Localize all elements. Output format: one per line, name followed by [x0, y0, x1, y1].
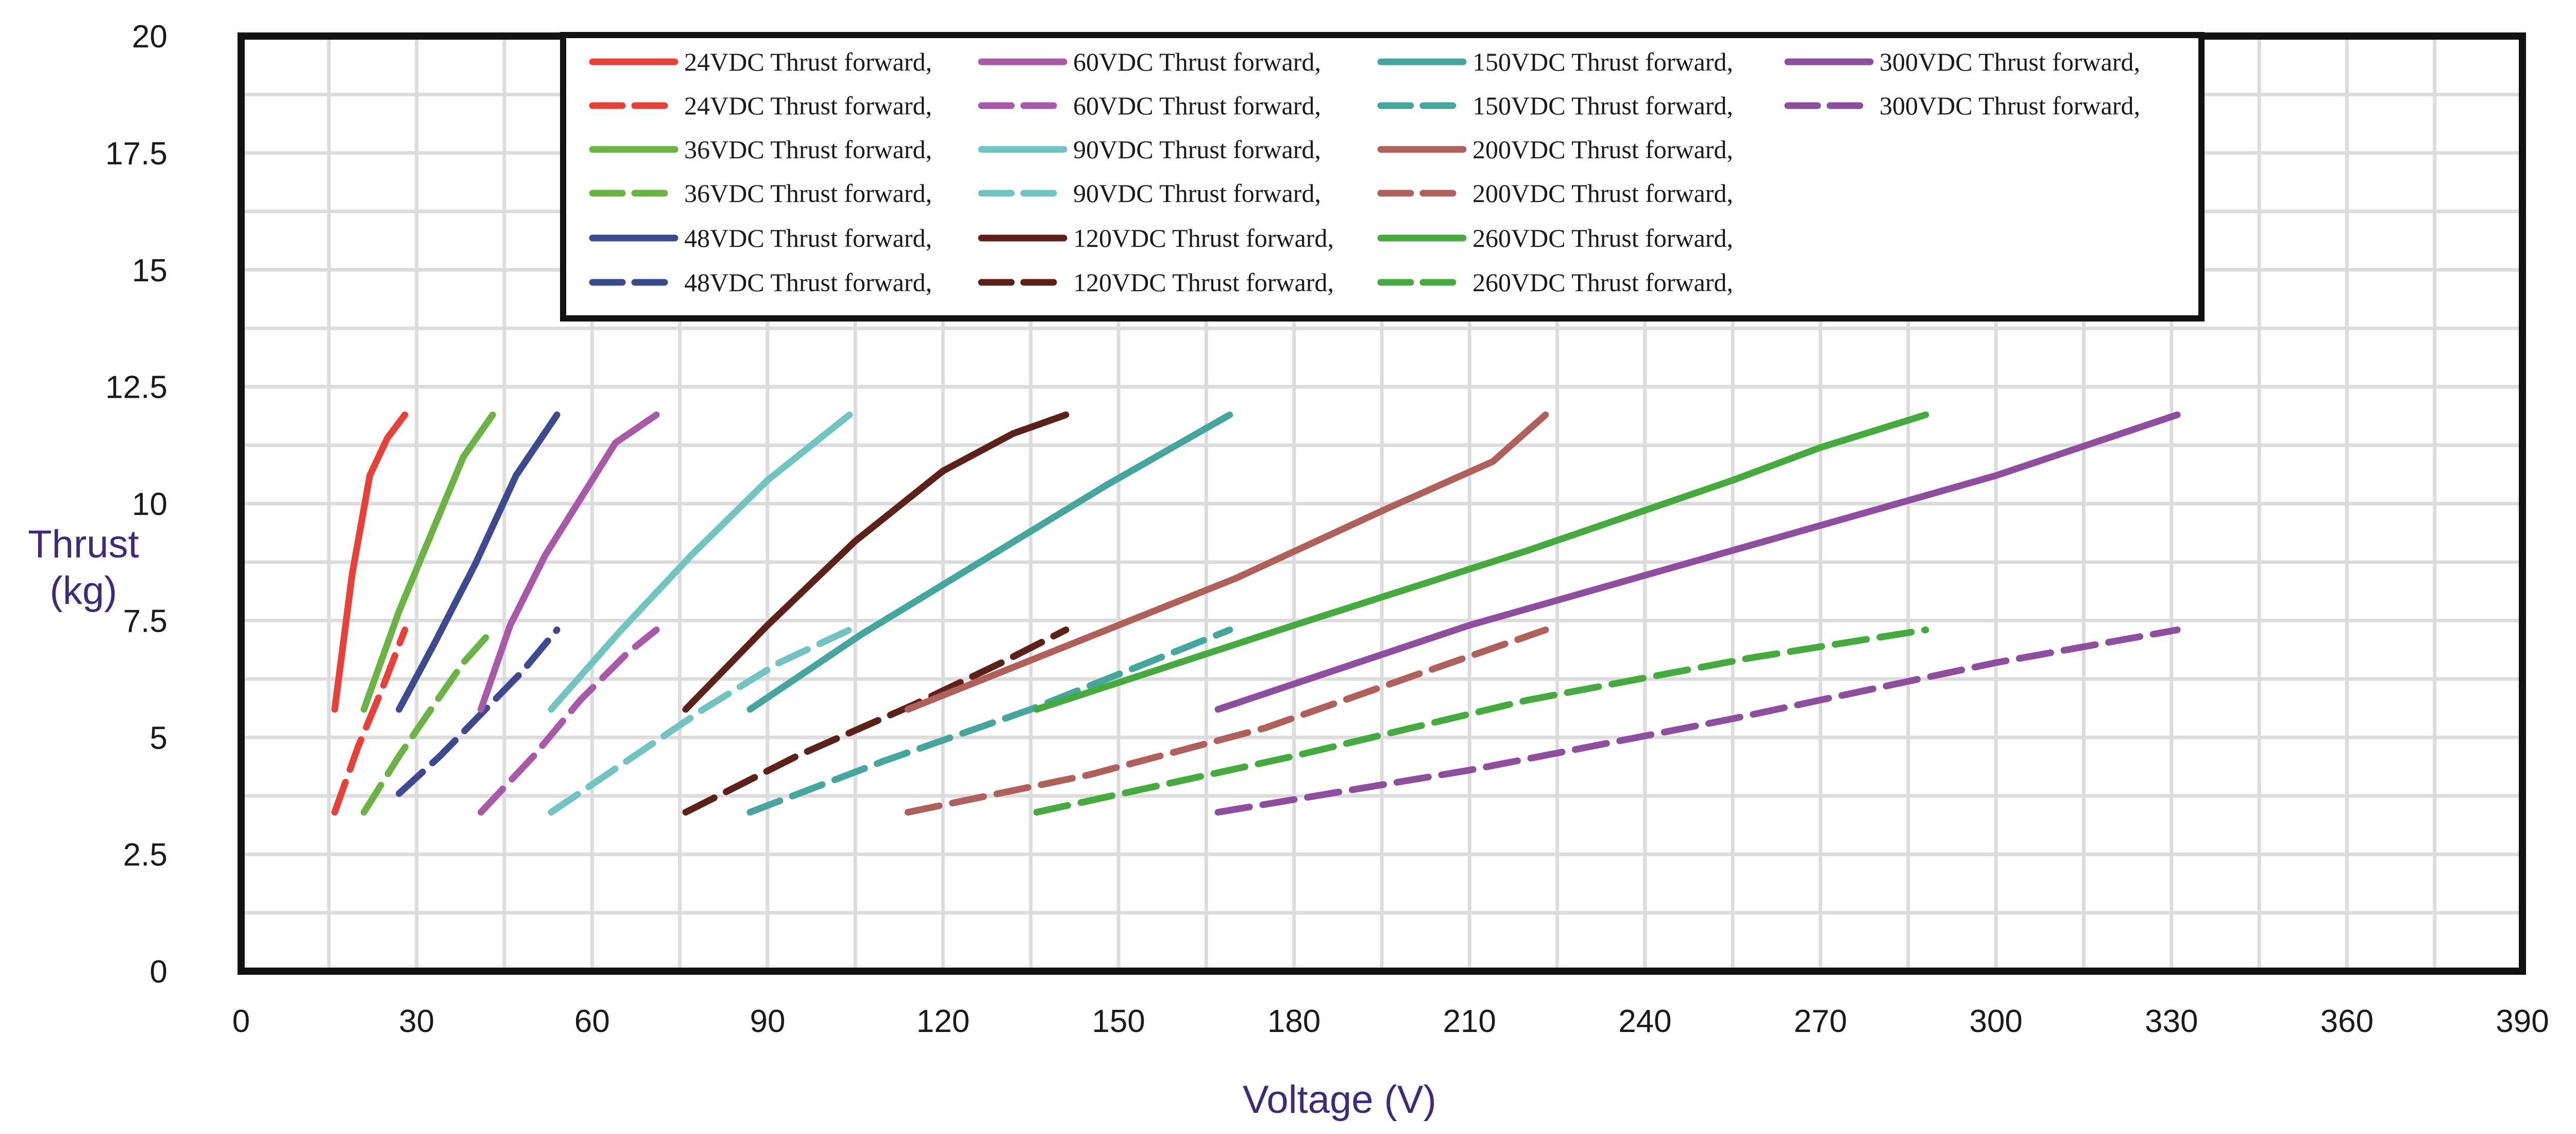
y-tick-label: 10	[132, 487, 167, 522]
y-tick-label: 2.5	[123, 837, 167, 873]
x-tick-label: 90	[750, 1004, 785, 1039]
y-tick-label: 7.5	[123, 603, 167, 639]
legend-label: 150VDC Thrust forward,	[1472, 91, 1733, 120]
series-line-solid	[548, 411, 853, 713]
series-line-dashed	[747, 627, 1233, 816]
y-tick-labels: 0 2.5 5 7.5 10 12.5 15 17.5 20	[105, 19, 167, 990]
legend-label: 90VDC Thrust forward,	[1073, 179, 1321, 208]
x-tick-label: 0	[232, 1004, 250, 1039]
x-tick-label: 180	[1267, 1004, 1320, 1039]
series-line-solid	[904, 411, 1549, 713]
legend-label: 150VDC Thrust forward,	[1472, 47, 1733, 76]
legend-label: 48VDC Thrust forward,	[684, 224, 932, 252]
x-tick-label: 300	[1969, 1004, 2022, 1039]
x-tick-label: 390	[2496, 1004, 2549, 1039]
x-tick-label: 60	[574, 1004, 610, 1039]
y-tick-label: 17.5	[105, 136, 167, 172]
legend-items: 24VDC Thrust forward, 24VDC Thrust forwar…	[589, 47, 2140, 297]
series-line-dashed	[548, 627, 853, 816]
series-line-solid	[331, 411, 409, 713]
x-tick-label: 240	[1618, 1004, 1671, 1039]
legend-label: 90VDC Thrust forward,	[1073, 135, 1321, 164]
series-line-dashed	[360, 627, 496, 816]
y-tick-label: 20	[132, 19, 167, 55]
series-line-dashed	[1033, 627, 1929, 816]
x-tick-label: 150	[1092, 1004, 1145, 1039]
legend-label: 60VDC Thrust forward,	[1073, 47, 1321, 76]
legend-label: 200VDC Thrust forward,	[1472, 135, 1733, 164]
x-tick-labels: 0 30 60 90 120 150 180 210 240 270 300 330 360 390	[232, 1004, 2549, 1039]
legend-label: 36VDC Thrust forward,	[684, 179, 932, 208]
series-line-dashed	[682, 627, 1070, 816]
legend-label: 24VDC Thrust forward,	[684, 91, 932, 120]
series-line-solid	[396, 411, 561, 713]
x-tick-label: 30	[399, 1004, 434, 1039]
series-line-dashed	[396, 627, 561, 797]
series-line-dashed	[331, 627, 409, 816]
legend-label: 48VDC Thrust forward,	[684, 268, 932, 297]
series-line-dashed	[1214, 627, 2181, 816]
legend-label: 260VDC Thrust forward,	[1472, 268, 1733, 297]
y-tick-label: 15	[132, 253, 167, 289]
series-line-dashed	[478, 627, 660, 816]
series-line-solid	[1033, 411, 1929, 713]
legend: 24VDC Thrust forward, 24VDC Thrust forwar…	[560, 32, 2205, 321]
legend-label: 300VDC Thrust forward,	[1879, 91, 2140, 120]
x-axis-title: Voltage (V)	[1243, 1078, 1436, 1122]
legend-label: 36VDC Thrust forward,	[684, 135, 932, 164]
legend-label: 200VDC Thrust forward,	[1472, 179, 1733, 208]
y-tick-label: 5	[150, 720, 167, 756]
y-axis-title-line1: Thrust	[28, 522, 139, 566]
legend-label: 260VDC Thrust forward,	[1472, 224, 1733, 252]
x-tick-label: 120	[917, 1004, 970, 1039]
series-line-solid	[747, 411, 1233, 713]
series-line-solid	[682, 411, 1070, 713]
series-line-solid	[478, 411, 660, 713]
legend-box	[560, 32, 2205, 321]
legend-label: 24VDC Thrust forward,	[684, 47, 932, 76]
legend-label: 120VDC Thrust forward,	[1073, 268, 1334, 297]
series-line-solid	[360, 411, 496, 713]
x-tick-label: 330	[2145, 1004, 2198, 1039]
legend-label: 120VDC Thrust forward,	[1073, 224, 1334, 252]
series-line-solid	[1214, 411, 2181, 713]
y-tick-label: 0	[150, 954, 167, 990]
series-line-dashed	[904, 627, 1549, 816]
legend-label: 60VDC Thrust forward,	[1073, 91, 1321, 120]
y-tick-label: 12.5	[105, 370, 167, 405]
x-tick-label: 270	[1794, 1004, 1847, 1039]
series-lines	[331, 411, 2181, 816]
legend-label: 300VDC Thrust forward,	[1879, 47, 2140, 76]
y-axis-title-line2: (kg)	[50, 569, 117, 613]
x-tick-label: 210	[1443, 1004, 1496, 1039]
x-tick-label: 360	[2320, 1004, 2374, 1039]
